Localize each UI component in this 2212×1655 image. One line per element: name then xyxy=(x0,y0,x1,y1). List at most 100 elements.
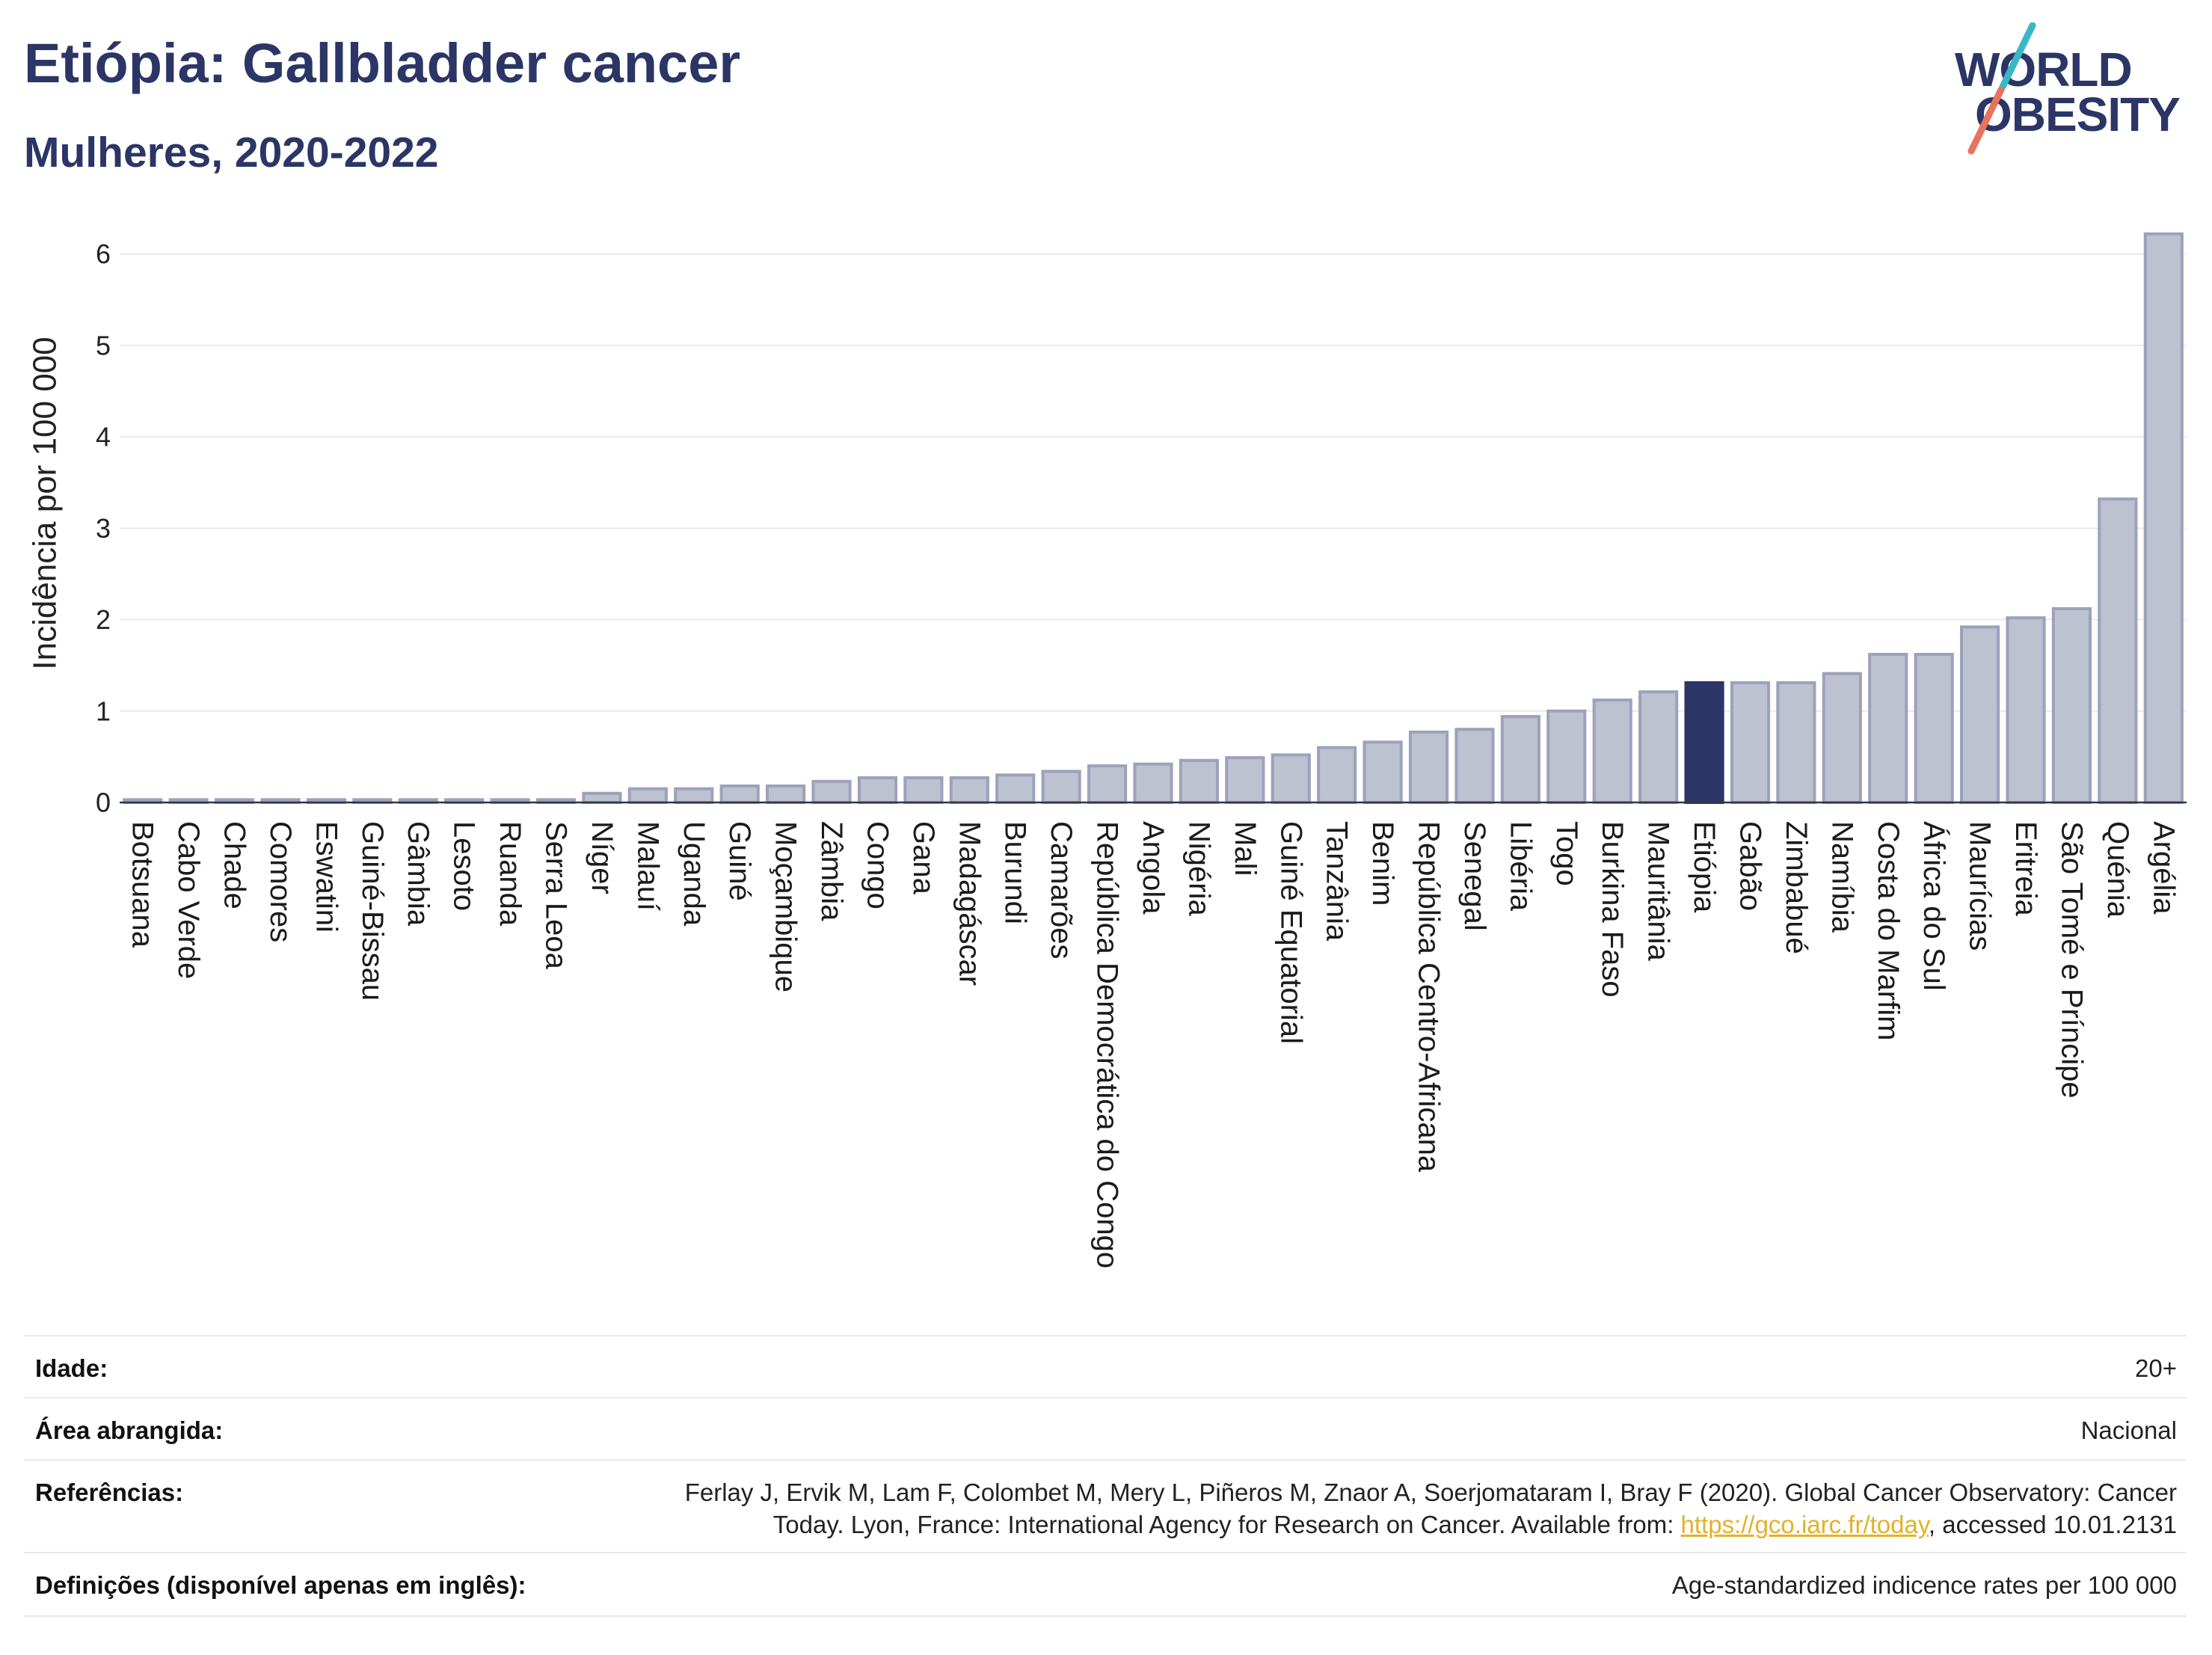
x-tick-label: Ruanda xyxy=(494,821,527,927)
x-tick-label: Madagáscar xyxy=(953,821,986,986)
references-text: Today. Lyon, France: International Agenc… xyxy=(772,1511,1681,1538)
bar xyxy=(1408,730,1449,805)
x-tick-label: Eritreia xyxy=(2009,821,2043,916)
x-tick-label: Comores xyxy=(263,821,297,943)
bar xyxy=(674,787,714,804)
references-label: Referências: xyxy=(35,1479,184,1506)
area-value: Nacional xyxy=(2080,1416,2177,1444)
y-tick-label: 1 xyxy=(96,696,111,726)
x-tick-label: Senegal xyxy=(1457,821,1491,931)
bar xyxy=(627,787,668,804)
x-tick-label: Nigéria xyxy=(1182,821,1216,916)
bar xyxy=(2143,232,2184,804)
references-value: Ferlay J, Ervik M, Lam F, Colombet M, Me… xyxy=(685,1476,2177,1541)
metadata-row-references: Referências: Ferlay J, Ervik M, Lam F, C… xyxy=(24,1459,2187,1552)
bars xyxy=(123,232,2184,805)
y-tick-label: 4 xyxy=(96,422,111,452)
x-tick-label: Guiné-Bissau xyxy=(355,821,389,1001)
area-label: Área abrangida: xyxy=(35,1416,224,1444)
bar xyxy=(995,773,1036,805)
x-tick-label: Guiné xyxy=(723,821,757,901)
logo-slash-top xyxy=(1999,22,2036,90)
x-tick-label: Gâmbia xyxy=(402,821,435,927)
bar xyxy=(1454,728,1495,805)
bar xyxy=(1179,758,1219,804)
bar xyxy=(1960,625,2000,804)
bar xyxy=(766,784,806,804)
bar xyxy=(811,779,852,805)
bar xyxy=(582,791,622,805)
bar xyxy=(2006,616,2046,804)
x-tick-label: São Tomé e Príncipe xyxy=(2055,821,2089,1099)
bar xyxy=(1822,672,1862,805)
source-link[interactable]: https://gco.iarc.fr/today xyxy=(1680,1511,1929,1538)
x-tick-label: Congo xyxy=(861,821,894,909)
logo-slash-bottom xyxy=(1967,86,2005,155)
x-tick-label: Mali xyxy=(1228,821,1262,876)
x-tick-label: Maurícias xyxy=(1963,821,1997,951)
x-tick-label: Burundi xyxy=(998,821,1032,924)
x-tick-label: Lesoto xyxy=(447,821,481,912)
x-tick-label: Zâmbia xyxy=(815,821,849,921)
bar xyxy=(857,776,898,804)
x-tick-label: Guiné Equatorial xyxy=(1274,821,1308,1044)
bar xyxy=(1500,715,1540,804)
y-tick-label: 2 xyxy=(96,604,111,635)
grid xyxy=(120,253,2187,712)
x-tick-label: Zimbabué xyxy=(1779,821,1813,954)
x-tick-label: Chade xyxy=(218,821,251,909)
x-tick-label: Benim xyxy=(1366,821,1400,906)
y-axis-ticks: 0 1 2 3 4 5 6 xyxy=(96,239,111,817)
references-line-1: Ferlay J, Ervik M, Lam F, Colombet M, Me… xyxy=(684,1479,2177,1506)
y-tick-label: 0 xyxy=(96,787,111,818)
x-tick-label: Argélia xyxy=(2147,821,2181,915)
x-tick-label: Tanzânia xyxy=(1320,821,1354,942)
definitions-value: Age-standardized indicence rates per 100… xyxy=(1671,1571,2177,1599)
bar xyxy=(949,776,989,804)
metadata-table: Idade: 20+ Área abrangida: Nacional Refe… xyxy=(24,1335,2187,1617)
references-accessed: , accessed 10.01.2131 xyxy=(1928,1511,2177,1538)
x-tick-label: República Centro-Africana xyxy=(1412,821,1446,1173)
x-tick-label: Serra Leoa xyxy=(539,821,573,969)
y-tick-label: 6 xyxy=(96,239,111,269)
x-tick-label: Togo xyxy=(1549,821,1583,886)
bar xyxy=(1362,740,1403,804)
x-tick-label: Etiópia xyxy=(1688,821,1721,913)
x-tick-label: Costa do Marfim xyxy=(1871,821,1905,1041)
bar xyxy=(1546,709,1587,804)
x-tick-label: Gana xyxy=(906,821,940,894)
bar xyxy=(1638,690,1679,804)
x-tick-label: República Democrática do Congo xyxy=(1090,821,1124,1269)
x-tick-label: Camarões xyxy=(1045,821,1078,959)
logo-text-world: WORLD xyxy=(1955,43,2132,96)
bar xyxy=(1776,681,1816,805)
bar xyxy=(1868,653,1908,804)
world-obesity-logo: WORLD OBESITY xyxy=(1955,22,2181,155)
bar xyxy=(903,776,944,804)
y-tick-label: 5 xyxy=(96,330,111,360)
bar xyxy=(1041,770,1081,805)
x-tick-label: África do Sul xyxy=(1917,821,1951,991)
bar xyxy=(1087,764,1128,804)
references-line-2: Today. Lyon, France: International Agenc… xyxy=(685,1508,2177,1541)
bar xyxy=(1592,698,1632,804)
y-tick-label: 3 xyxy=(96,513,111,544)
definitions-label: Definições (disponível apenas em inglês)… xyxy=(35,1571,526,1599)
x-tick-label: Eswatini xyxy=(310,821,343,933)
bar xyxy=(1225,756,1265,804)
bar xyxy=(2098,497,2138,804)
x-tick-label: Burkina Faso xyxy=(1596,821,1629,998)
logo-text-obesity: OBESITY xyxy=(1975,87,2180,141)
x-tick-label: Gabão xyxy=(1733,821,1767,912)
y-axis-label: Incidência por 100 000 xyxy=(27,337,64,669)
x-tick-label: Angola xyxy=(1137,821,1170,915)
bar xyxy=(719,784,760,804)
metadata-row-definitions: Definições (disponível apenas em inglês)… xyxy=(24,1552,2187,1617)
chart-title: Etiópia: Gallbladder cancer xyxy=(24,32,741,94)
bar xyxy=(1730,681,1771,805)
x-tick-label: Namíbia xyxy=(1825,821,1859,933)
x-tick-label: Uganda xyxy=(677,821,710,927)
x-tick-label: Níger xyxy=(585,821,618,894)
x-tick-label: Mauritânia xyxy=(1641,821,1675,961)
